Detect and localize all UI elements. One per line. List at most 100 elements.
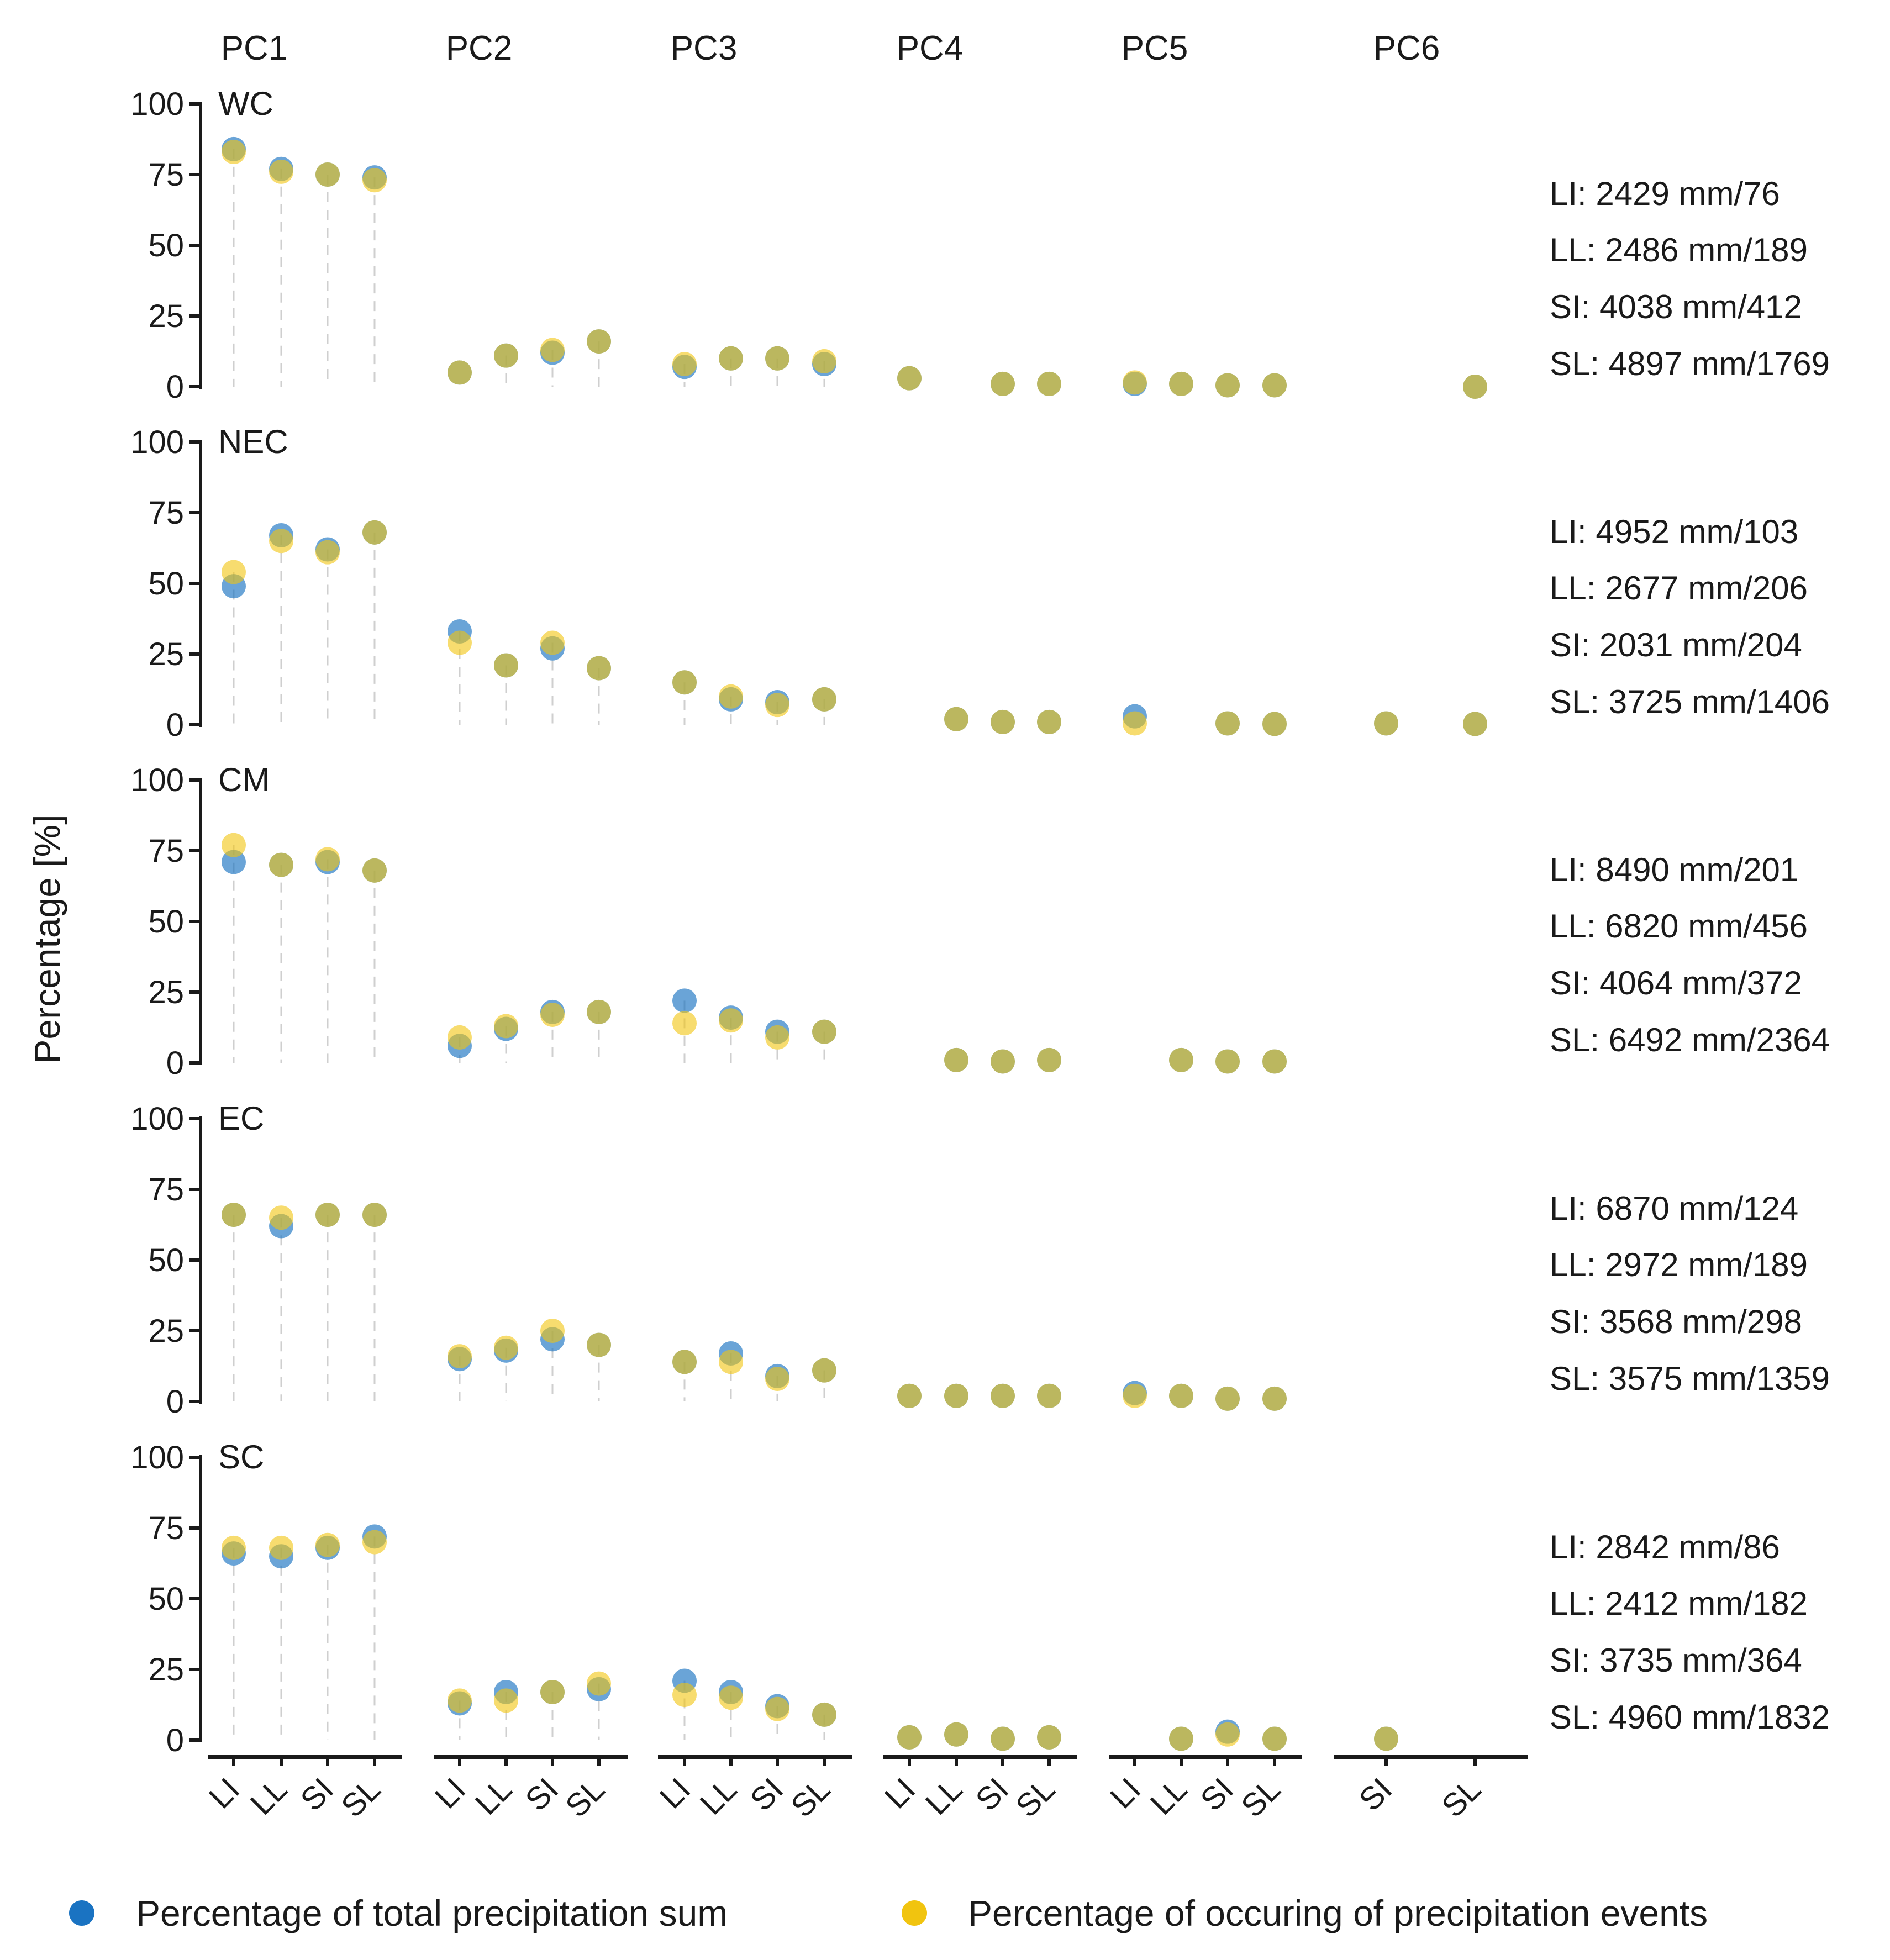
point-events-pc4-sl xyxy=(1037,1383,1061,1408)
point-events-pc3-ll xyxy=(719,346,743,371)
point-events-pc5-sl xyxy=(1262,712,1287,736)
pc-header-pc2: PC2 xyxy=(446,29,513,67)
point-events-pc5-sl xyxy=(1262,1386,1287,1411)
point-events-pc6-sl xyxy=(1463,712,1487,736)
point-events-pc2-sl xyxy=(587,329,611,354)
point-events-pc1-sl xyxy=(362,1530,387,1555)
panel-nec: 0 25 50 75 100 NEC LI: 4952 mm/103 LL: 2677 mm/… xyxy=(130,423,1830,743)
point-events-pc4-sl xyxy=(1037,371,1061,396)
point-events-pc3-si xyxy=(765,1025,789,1050)
point-events-pc2-li xyxy=(448,1688,472,1713)
point-events-pc4-si xyxy=(991,709,1015,734)
y-tick-label: 100 xyxy=(130,762,184,798)
region-label: EC xyxy=(218,1100,264,1137)
point-events-pc2-ll xyxy=(494,1335,518,1360)
panel-note: LI: 8490 mm/201 xyxy=(1550,851,1798,888)
point-events-pc1-si xyxy=(315,1203,340,1227)
point-events-pc3-li xyxy=(672,1683,697,1708)
legend-label-precipitation: Percentage of total precipitation sum xyxy=(136,1893,728,1933)
region-label: NEC xyxy=(218,423,288,460)
point-events-pc5-sl xyxy=(1262,1049,1287,1074)
point-events-pc1-li xyxy=(222,560,246,584)
point-events-pc1-si xyxy=(315,540,340,565)
panel-wc: 0 25 50 75 100 WC LI: 2429 mm/76 LL: 2486 mm/18… xyxy=(130,85,1830,405)
point-events-pc1-ll xyxy=(269,852,293,877)
x-tick-label: LI xyxy=(428,1771,472,1815)
point-events-pc1-li xyxy=(222,833,246,857)
point-events-pc4-li xyxy=(897,1725,922,1750)
panel-note: SI: 3735 mm/364 xyxy=(1550,1642,1802,1679)
point-events-pc3-si xyxy=(765,693,789,718)
point-events-pc3-ll xyxy=(719,684,743,709)
x-tick-label: LI xyxy=(878,1771,922,1815)
x-tick-label: LL xyxy=(468,1771,519,1822)
point-events-pc3-sl xyxy=(812,1358,836,1383)
y-tick-label: 50 xyxy=(148,904,184,940)
point-events-pc3-si xyxy=(765,1367,789,1392)
y-tick-label: 75 xyxy=(148,833,184,869)
panel-note: SL: 3575 mm/1359 xyxy=(1550,1360,1830,1397)
y-axis-title: Percentage [%] xyxy=(27,814,67,1063)
point-events-pc5-li xyxy=(1123,1383,1147,1408)
x-tick-label: SL xyxy=(784,1771,837,1824)
point-events-pc2-li xyxy=(448,360,472,385)
point-events-pc2-sl xyxy=(587,1332,611,1357)
point-events-pc5-ll xyxy=(1169,1383,1193,1408)
point-events-pc3-li xyxy=(672,670,697,695)
point-events-pc1-ll xyxy=(269,159,293,184)
x-tick-label: SL xyxy=(1435,1771,1488,1824)
panel-note: LL: 2412 mm/182 xyxy=(1550,1585,1808,1622)
point-events-pc2-si xyxy=(540,338,565,362)
x-tick-label: LL xyxy=(919,1771,970,1822)
panel-note: LI: 6870 mm/124 xyxy=(1550,1190,1798,1227)
point-events-pc3-si xyxy=(765,1696,789,1721)
point-events-pc5-li xyxy=(1123,711,1147,736)
point-events-pc2-li xyxy=(448,1344,472,1369)
x-tick-label: SI xyxy=(1193,1771,1240,1818)
point-events-pc1-ll xyxy=(269,529,293,554)
y-tick-label: 50 xyxy=(148,1581,184,1617)
point-events-pc4-si xyxy=(991,371,1015,396)
point-events-pc6-sl xyxy=(1463,375,1487,399)
point-events-pc4-ll xyxy=(944,1383,968,1408)
point-events-pc5-sl xyxy=(1262,373,1287,398)
panel-sc: 0 25 50 75 100 SC LI: 2842 mm/86 LL: 2412 mm/18… xyxy=(130,1439,1830,1758)
panel-note: LL: 6820 mm/456 xyxy=(1550,908,1808,945)
legend-label-events: Percentage of occuring of precipitation … xyxy=(968,1893,1708,1933)
panel-note: SI: 4038 mm/412 xyxy=(1550,288,1802,325)
y-tick-label: 75 xyxy=(148,495,184,531)
panels: 0 25 50 75 100 WC LI: 2429 mm/76 LL: 2486 mm/18… xyxy=(130,85,1830,1758)
point-events-pc1-ll xyxy=(269,1205,293,1230)
point-events-pc5-si xyxy=(1215,711,1240,736)
y-tick-label: 100 xyxy=(130,1101,184,1137)
x-tick-label: SL xyxy=(559,1771,612,1824)
point-events-pc4-li xyxy=(897,366,922,391)
point-events-pc2-sl xyxy=(587,656,611,681)
point-events-pc2-li xyxy=(448,630,472,655)
point-events-pc5-ll xyxy=(1169,1047,1193,1072)
point-events-pc3-li xyxy=(672,1011,697,1036)
point-precipitation-pc1-li xyxy=(222,850,246,874)
legend: Percentage of total precipitation sum Pe… xyxy=(69,1893,1708,1933)
point-events-pc4-ll xyxy=(944,707,968,731)
y-tick-label: 25 xyxy=(148,1313,184,1349)
point-events-pc3-sl xyxy=(812,349,836,373)
point-events-pc5-sl xyxy=(1262,1726,1287,1751)
point-events-pc1-li xyxy=(222,1203,246,1227)
point-events-pc3-sl xyxy=(812,1702,836,1727)
y-tick-label: 75 xyxy=(148,1172,184,1208)
region-label: SC xyxy=(218,1439,264,1476)
y-tick-label: 50 xyxy=(148,228,184,264)
point-events-pc4-si xyxy=(991,1049,1015,1074)
region-label: WC xyxy=(218,85,273,122)
point-events-pc5-si xyxy=(1215,1386,1240,1411)
panel-note: SI: 4064 mm/372 xyxy=(1550,965,1802,1002)
pc-header-pc1: PC1 xyxy=(221,29,288,67)
point-events-pc5-si xyxy=(1215,1722,1240,1747)
point-events-pc2-ll xyxy=(494,653,518,678)
y-tick-label: 100 xyxy=(130,1440,184,1476)
point-events-pc4-si xyxy=(991,1726,1015,1751)
point-events-pc1-sl xyxy=(362,168,387,193)
point-events-pc2-sl xyxy=(587,1671,611,1696)
